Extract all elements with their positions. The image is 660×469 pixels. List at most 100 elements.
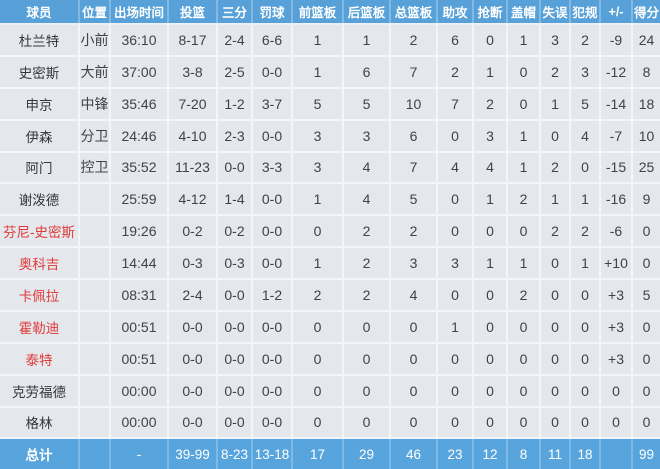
cell-tov: 0 (540, 342, 571, 376)
col-header-oreb: 前篮板 (292, 0, 344, 25)
cell-blk: 1 (507, 247, 541, 280)
cell-plusminus: -6 (600, 215, 633, 249)
cell-fg: 0-0 (168, 342, 218, 376)
col-header-minutes: 出场时间 (110, 0, 169, 25)
cell-pf: 18 (570, 437, 601, 469)
cell-pf: 0 (570, 406, 601, 440)
player-name-cell[interactable]: 泰特 (0, 342, 80, 376)
player-name-cell[interactable]: 伊森 (0, 119, 80, 153)
cell-dreb: 4 (343, 183, 391, 217)
cell-ft: 0-0 (252, 310, 293, 344)
player-name-cell[interactable]: 克劳福德 (0, 374, 80, 408)
cell-ast: 0 (437, 215, 474, 249)
cell-plusminus: +3 (600, 279, 633, 312)
player-name-cell[interactable]: 芬尼-史密斯 (0, 215, 80, 249)
cell-minutes: 00:51 (110, 310, 169, 344)
cell-position: 分卫 (79, 119, 111, 153)
cell-blk: 1 (507, 119, 541, 153)
cell-plusminus: 0 (600, 406, 633, 440)
cell-treb: 0 (390, 310, 438, 344)
cell-stl: 4 (473, 151, 508, 185)
player-name-cell[interactable]: 史密斯 (0, 55, 80, 89)
cell-treb: 2 (390, 24, 438, 57)
cell-treb: 6 (390, 119, 438, 153)
cell-oreb: 1 (292, 183, 344, 217)
cell-3pt: 8-23 (217, 437, 253, 469)
cell-dreb: 5 (343, 87, 391, 121)
cell-oreb: 5 (292, 87, 344, 121)
player-name-cell[interactable]: 申京 (0, 87, 80, 121)
cell-position (79, 279, 111, 312)
cell-dreb: 6 (343, 55, 391, 89)
cell-treb: 7 (390, 55, 438, 89)
cell-ft: 0-0 (252, 247, 293, 280)
cell-ft: 6-6 (252, 24, 293, 57)
col-header-position: 位置 (79, 0, 111, 25)
cell-position (79, 183, 111, 217)
cell-ast: 2 (437, 55, 474, 89)
cell-pts: 9 (632, 183, 660, 217)
cell-position (79, 406, 111, 440)
cell-tov: 11 (540, 437, 571, 469)
player-name-cell[interactable]: 奥科吉 (0, 247, 80, 280)
cell-stl: 0 (473, 310, 508, 344)
cell-pts: 10 (632, 119, 660, 153)
cell-pf: 0 (570, 279, 601, 312)
player-name-cell[interactable]: 卡佩拉 (0, 279, 80, 312)
cell-oreb: 0 (292, 215, 344, 249)
cell-fg: 0-0 (168, 406, 218, 440)
cell-3pt: 0-0 (217, 151, 253, 185)
player-row: 阿门 控卫 35:52 11-23 0-0 3-3 3 4 7 4 4 1 2 0 -15 25 (0, 151, 660, 185)
cell-blk: 0 (507, 310, 541, 344)
cell-minutes: 37:00 (110, 55, 169, 89)
cell-tov: 2 (540, 55, 571, 89)
cell-tov: 2 (540, 215, 571, 249)
cell-plusminus: -9 (600, 24, 633, 57)
player-name-cell[interactable]: 杜兰特 (0, 24, 80, 57)
cell-minutes: - (110, 437, 169, 469)
cell-position (79, 215, 111, 249)
player-name-cell[interactable]: 霍勒迪 (0, 310, 80, 344)
col-header-pf: 犯规 (570, 0, 601, 25)
cell-dreb: 1 (343, 24, 391, 57)
cell-stl: 0 (473, 374, 508, 408)
player-name-cell[interactable]: 阿门 (0, 151, 80, 185)
cell-fg: 4-10 (168, 119, 218, 153)
cell-oreb: 2 (292, 279, 344, 312)
cell-position: 小前 (79, 24, 111, 57)
player-name-cell[interactable]: 谢泼德 (0, 183, 80, 217)
cell-dreb: 2 (343, 279, 391, 312)
cell-3pt: 0-2 (217, 215, 253, 249)
col-header-pts: 得分 (632, 0, 660, 25)
cell-pf: 0 (570, 151, 601, 185)
cell-fg: 0-2 (168, 215, 218, 249)
cell-ast: 23 (437, 437, 474, 469)
cell-ft: 0-0 (252, 119, 293, 153)
cell-3pt: 2-4 (217, 24, 253, 57)
cell-oreb: 3 (292, 151, 344, 185)
col-header-dreb: 后篮板 (343, 0, 391, 25)
cell-3pt: 0-0 (217, 406, 253, 440)
cell-ast: 0 (437, 183, 474, 217)
cell-dreb: 0 (343, 374, 391, 408)
cell-tov: 1 (540, 183, 571, 217)
cell-blk: 2 (507, 279, 541, 312)
cell-pf: 0 (570, 374, 601, 408)
cell-ast: 4 (437, 151, 474, 185)
cell-pts: 0 (632, 310, 660, 344)
cell-plusminus: -7 (600, 119, 633, 153)
player-row: 杜兰特 小前 36:10 8-17 2-4 6-6 1 1 2 6 0 1 3 2 -9 24 (0, 24, 660, 57)
cell-dreb: 3 (343, 119, 391, 153)
cell-plusminus: 0 (600, 374, 633, 408)
cell-stl: 0 (473, 342, 508, 376)
player-name-cell[interactable]: 格林 (0, 406, 80, 440)
cell-position (79, 374, 111, 408)
cell-minutes: 00:51 (110, 342, 169, 376)
cell-stl: 0 (473, 24, 508, 57)
cell-plusminus: -16 (600, 183, 633, 217)
cell-dreb: 0 (343, 342, 391, 376)
cell-pf: 1 (570, 183, 601, 217)
col-header-fg: 投篮 (168, 0, 218, 25)
cell-position (79, 310, 111, 344)
cell-position (79, 342, 111, 376)
